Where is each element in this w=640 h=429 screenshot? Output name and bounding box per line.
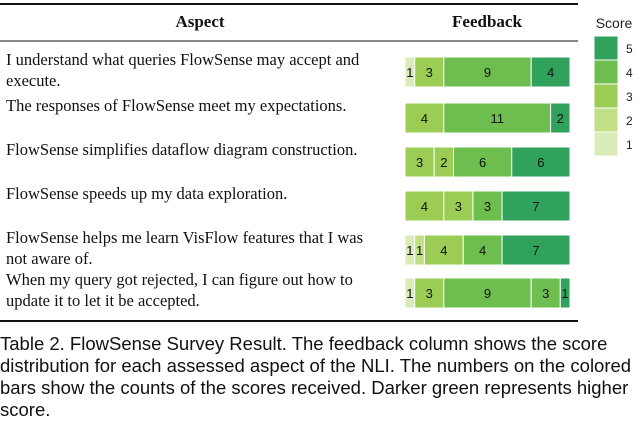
bar-count-label: 4 (440, 243, 447, 258)
survey-table: Aspect Feedback I understand what querie… (0, 3, 633, 322)
bar-count-label: 7 (532, 243, 539, 258)
bar-count-label: 4 (479, 243, 486, 258)
bar-segment-score-5 (550, 102, 571, 134)
bar-segment-score-4 (443, 102, 552, 134)
legend-label-3: 3 (626, 90, 633, 104)
table-row-3: FlowSense simplifies dataflow diagram co… (6, 140, 571, 178)
bar-segment-score-5 (501, 234, 571, 266)
aspect-text-line: When my query got rejected, I can figure… (6, 270, 353, 289)
bar-segment-score-4 (443, 56, 532, 88)
bar-segment-score-5 (559, 277, 571, 309)
bar-count-label: 1 (406, 286, 413, 301)
header-feedback: Feedback (452, 12, 522, 31)
bar-segment-score-4 (453, 146, 513, 178)
aspect-text-line: execute. (6, 71, 61, 90)
aspect-text-line: FlowSense simplifies dataflow diagram co… (6, 140, 357, 159)
legend-label-2: 2 (626, 114, 633, 128)
bar-count-label: 3 (416, 155, 423, 170)
bar-count-label: 3 (426, 286, 433, 301)
bar-count-label: 3 (455, 199, 462, 214)
bar-segment-score-4 (530, 277, 561, 309)
header-aspect: Aspect (175, 12, 224, 31)
bar-count-label: 6 (479, 155, 486, 170)
bar-count-label: 3 (426, 65, 433, 80)
bar-segment-score-3 (404, 102, 445, 134)
bar-count-label: 3 (484, 199, 491, 214)
bar-segment-score-3 (404, 190, 445, 222)
bar-segment-score-5 (501, 190, 571, 222)
legend-swatch-4 (593, 59, 619, 85)
legend-label-1: 1 (626, 138, 633, 152)
bar-count-label: 4 (547, 65, 554, 80)
bar-count-label: 4 (421, 199, 428, 214)
table-rows: I understand what queries FlowSense may … (6, 50, 571, 310)
legend-swatch-3 (593, 83, 619, 109)
bar-count-label: 9 (484, 286, 491, 301)
legend-swatch-5 (593, 35, 619, 61)
table-caption: Table 2. FlowSense Survey Result. The fe… (0, 333, 632, 420)
bar-count-label: 2 (557, 111, 564, 126)
aspect-text-line: FlowSense helps me learn VisFlow feature… (6, 228, 363, 247)
bar-count-label: 1 (406, 243, 413, 258)
bar-segment-score-4 (443, 277, 532, 309)
score-legend: Score 5 4 3 2 1 (593, 15, 633, 157)
bar-count-label: 11 (490, 111, 504, 126)
table-row-1: I understand what queries FlowSense may … (6, 50, 571, 90)
legend-label-5: 5 (626, 42, 633, 56)
bar-count-label: 6 (537, 155, 544, 170)
table-row-6: When my query got rejected, I can figure… (6, 270, 571, 310)
bar-count-label: 1 (406, 65, 413, 80)
table-row-5: FlowSense helps me learn VisFlow feature… (6, 228, 571, 268)
bar-count-label: 9 (484, 65, 491, 80)
legend-title: Score (596, 15, 633, 31)
legend-label-4: 4 (626, 66, 633, 80)
aspect-text-line: not aware of. (6, 249, 93, 268)
bar-segment-score-3 (414, 277, 445, 309)
aspect-text-line: The responses of FlowSense meet my expec… (6, 96, 346, 115)
bar-segment-score-4 (472, 190, 503, 222)
bar-count-label: 7 (532, 199, 539, 214)
aspect-text-line: I understand what queries FlowSense may … (6, 50, 360, 69)
bar-count-label: 2 (440, 155, 447, 170)
bar-count-label: 1 (416, 243, 423, 258)
bar-segment-score-5 (511, 146, 571, 178)
table-row-4: FlowSense speeds up my data exploration.… (6, 184, 571, 222)
bar-segment-score-3 (443, 190, 474, 222)
aspect-text-line: update it to let it be accepted. (6, 291, 200, 310)
table-rules (0, 3, 578, 322)
bar-count-label: 3 (542, 286, 549, 301)
legend-swatch-1 (593, 131, 619, 157)
bar-count-label: 4 (421, 111, 428, 126)
bar-count-label: 1 (562, 286, 569, 301)
aspect-text-line: FlowSense speeds up my data exploration. (6, 184, 287, 203)
bar-segment-score-3 (423, 234, 464, 266)
table-row-2: The responses of FlowSense meet my expec… (6, 96, 571, 134)
bar-segment-score-5 (530, 56, 571, 88)
legend-swatch-2 (593, 107, 619, 133)
